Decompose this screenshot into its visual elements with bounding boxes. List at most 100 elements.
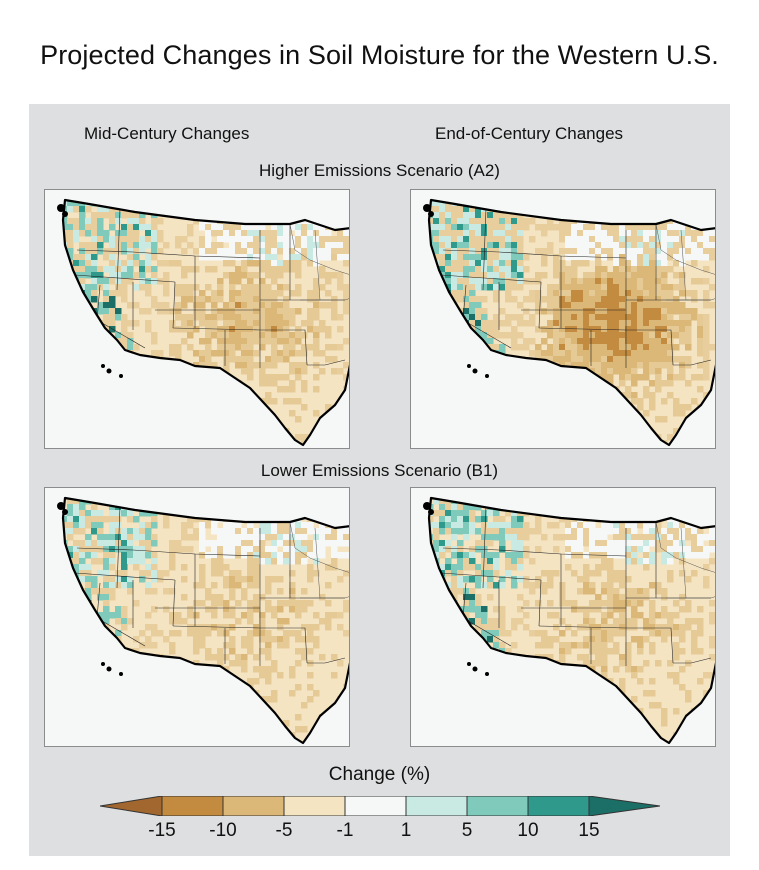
map-cell xyxy=(343,248,349,255)
map-cell xyxy=(715,236,716,243)
state-boundary xyxy=(680,229,687,301)
map-cell xyxy=(643,350,650,357)
map-cell xyxy=(571,374,578,381)
map-cell xyxy=(109,588,116,595)
map-cell xyxy=(433,218,440,225)
map-cell xyxy=(661,624,668,631)
map-cell xyxy=(667,248,674,255)
map-cell xyxy=(277,302,284,309)
map-cell xyxy=(505,648,512,655)
map-cell xyxy=(577,362,584,369)
map-cell xyxy=(481,660,488,667)
map-cell xyxy=(667,630,674,637)
map-cell xyxy=(295,606,302,613)
map-cell xyxy=(469,588,476,595)
map-cell xyxy=(139,630,146,637)
map-cell xyxy=(679,666,686,673)
map-cell xyxy=(193,212,200,219)
map-cell xyxy=(265,284,272,291)
map-cell xyxy=(631,380,638,387)
map-cell xyxy=(337,314,344,321)
map-cell xyxy=(685,510,692,517)
map-cell xyxy=(625,350,632,357)
map-cell xyxy=(193,248,200,255)
map-cell xyxy=(181,236,188,243)
map-cell xyxy=(505,332,512,339)
map-cell xyxy=(349,540,350,547)
map-cell xyxy=(577,510,584,517)
map-cell xyxy=(265,600,272,607)
map-cell xyxy=(67,338,74,345)
map-cell xyxy=(631,302,638,309)
map-cell xyxy=(715,296,716,303)
map-cell xyxy=(553,380,560,387)
map-cell xyxy=(607,696,614,703)
map-cell xyxy=(445,600,452,607)
map-cell xyxy=(103,386,110,393)
map-cell xyxy=(205,338,212,345)
map-cell xyxy=(523,522,530,529)
island xyxy=(472,666,478,672)
map-cell xyxy=(583,344,590,351)
map-cell xyxy=(679,570,686,577)
map-cell xyxy=(451,434,458,441)
map-cell xyxy=(619,260,626,267)
map-cell xyxy=(199,248,206,255)
map-cell xyxy=(511,446,518,449)
map-cell xyxy=(589,642,596,649)
map-cell xyxy=(223,260,230,267)
map-cell xyxy=(229,636,236,643)
map-cell xyxy=(187,624,194,631)
map-cell xyxy=(499,200,506,207)
map-cell xyxy=(277,528,284,535)
map-cell xyxy=(667,338,674,345)
map-cell xyxy=(517,284,524,291)
map-cell xyxy=(463,344,470,351)
island xyxy=(106,666,112,672)
map-cell xyxy=(625,648,632,655)
map-cell xyxy=(331,672,338,679)
map-cell xyxy=(307,200,314,207)
map-cell xyxy=(313,284,320,291)
map-cell xyxy=(613,230,620,237)
map-cell xyxy=(541,230,548,237)
map-cell xyxy=(79,564,86,571)
map-cell xyxy=(127,690,134,697)
map-cell xyxy=(631,422,638,429)
map-cell xyxy=(133,636,140,643)
map-cell xyxy=(499,416,506,423)
map-cell xyxy=(655,224,662,231)
map-cell xyxy=(583,398,590,405)
map-cell xyxy=(253,534,260,541)
state-boundary xyxy=(172,625,261,629)
map-cell xyxy=(175,236,182,243)
map-cell xyxy=(169,260,176,267)
map-cell xyxy=(91,242,98,249)
map-cell xyxy=(343,630,349,637)
map-cell xyxy=(277,510,284,517)
map-cell xyxy=(283,386,290,393)
map-cell xyxy=(253,552,260,559)
map-cell xyxy=(439,410,446,417)
map-cell xyxy=(481,278,488,285)
map-cell xyxy=(595,404,602,411)
map-cell xyxy=(223,600,230,607)
map-cell xyxy=(553,314,560,321)
map-cell xyxy=(241,266,248,273)
map-cell xyxy=(685,344,692,351)
map-cell xyxy=(247,398,254,405)
map-cell xyxy=(175,314,182,321)
map-cell xyxy=(499,254,506,261)
map-cell xyxy=(607,648,614,655)
map-cell xyxy=(97,284,104,291)
map-cell xyxy=(265,374,272,381)
map-cell xyxy=(517,702,524,709)
map-cell xyxy=(625,738,632,743)
map-cell xyxy=(301,200,308,207)
map-cell xyxy=(667,326,674,333)
map-cell xyxy=(73,552,80,559)
map-cell xyxy=(649,702,656,709)
map-cell xyxy=(247,392,254,399)
map-cell xyxy=(73,236,80,243)
map-cell xyxy=(343,308,349,315)
